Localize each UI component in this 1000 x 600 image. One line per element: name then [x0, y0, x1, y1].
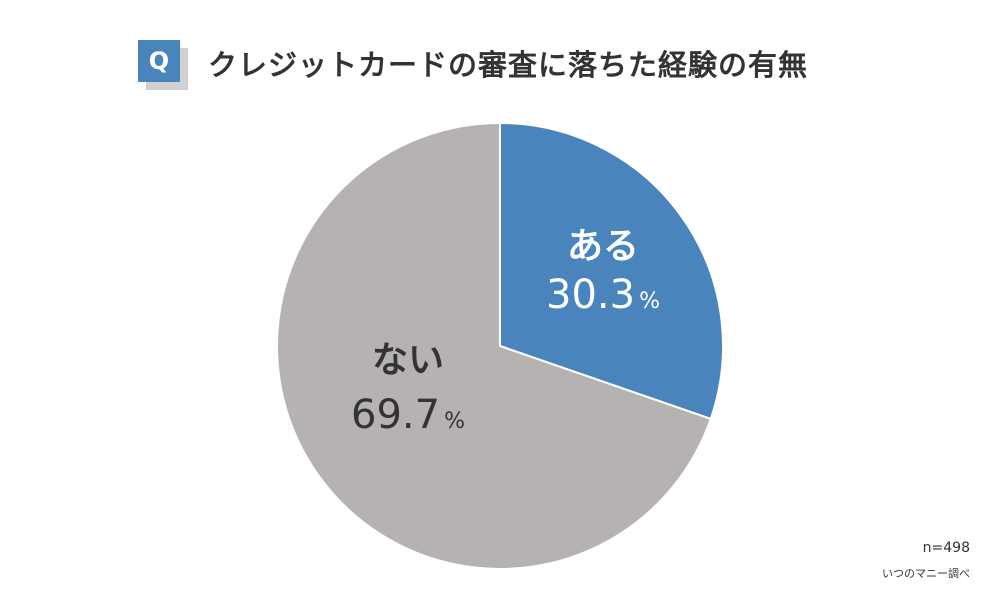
slice-label-no: ない: [372, 340, 444, 381]
source-note: いつのマニー調べ: [882, 567, 970, 580]
chart-title: クレジットカードの審査に落ちた経験の有無: [208, 48, 809, 82]
slice-label-yes: ある: [567, 226, 639, 267]
pie-slice-no: [276, 121, 713, 570]
sample-size: n=498: [922, 540, 970, 556]
slice-value-no: 69.7%: [351, 392, 465, 438]
question-badge: Q: [138, 40, 188, 90]
question-badge-label: Q: [138, 40, 180, 82]
pie-slice-yes: [499, 121, 724, 421]
slice-value-yes: 30.3%: [546, 272, 660, 318]
